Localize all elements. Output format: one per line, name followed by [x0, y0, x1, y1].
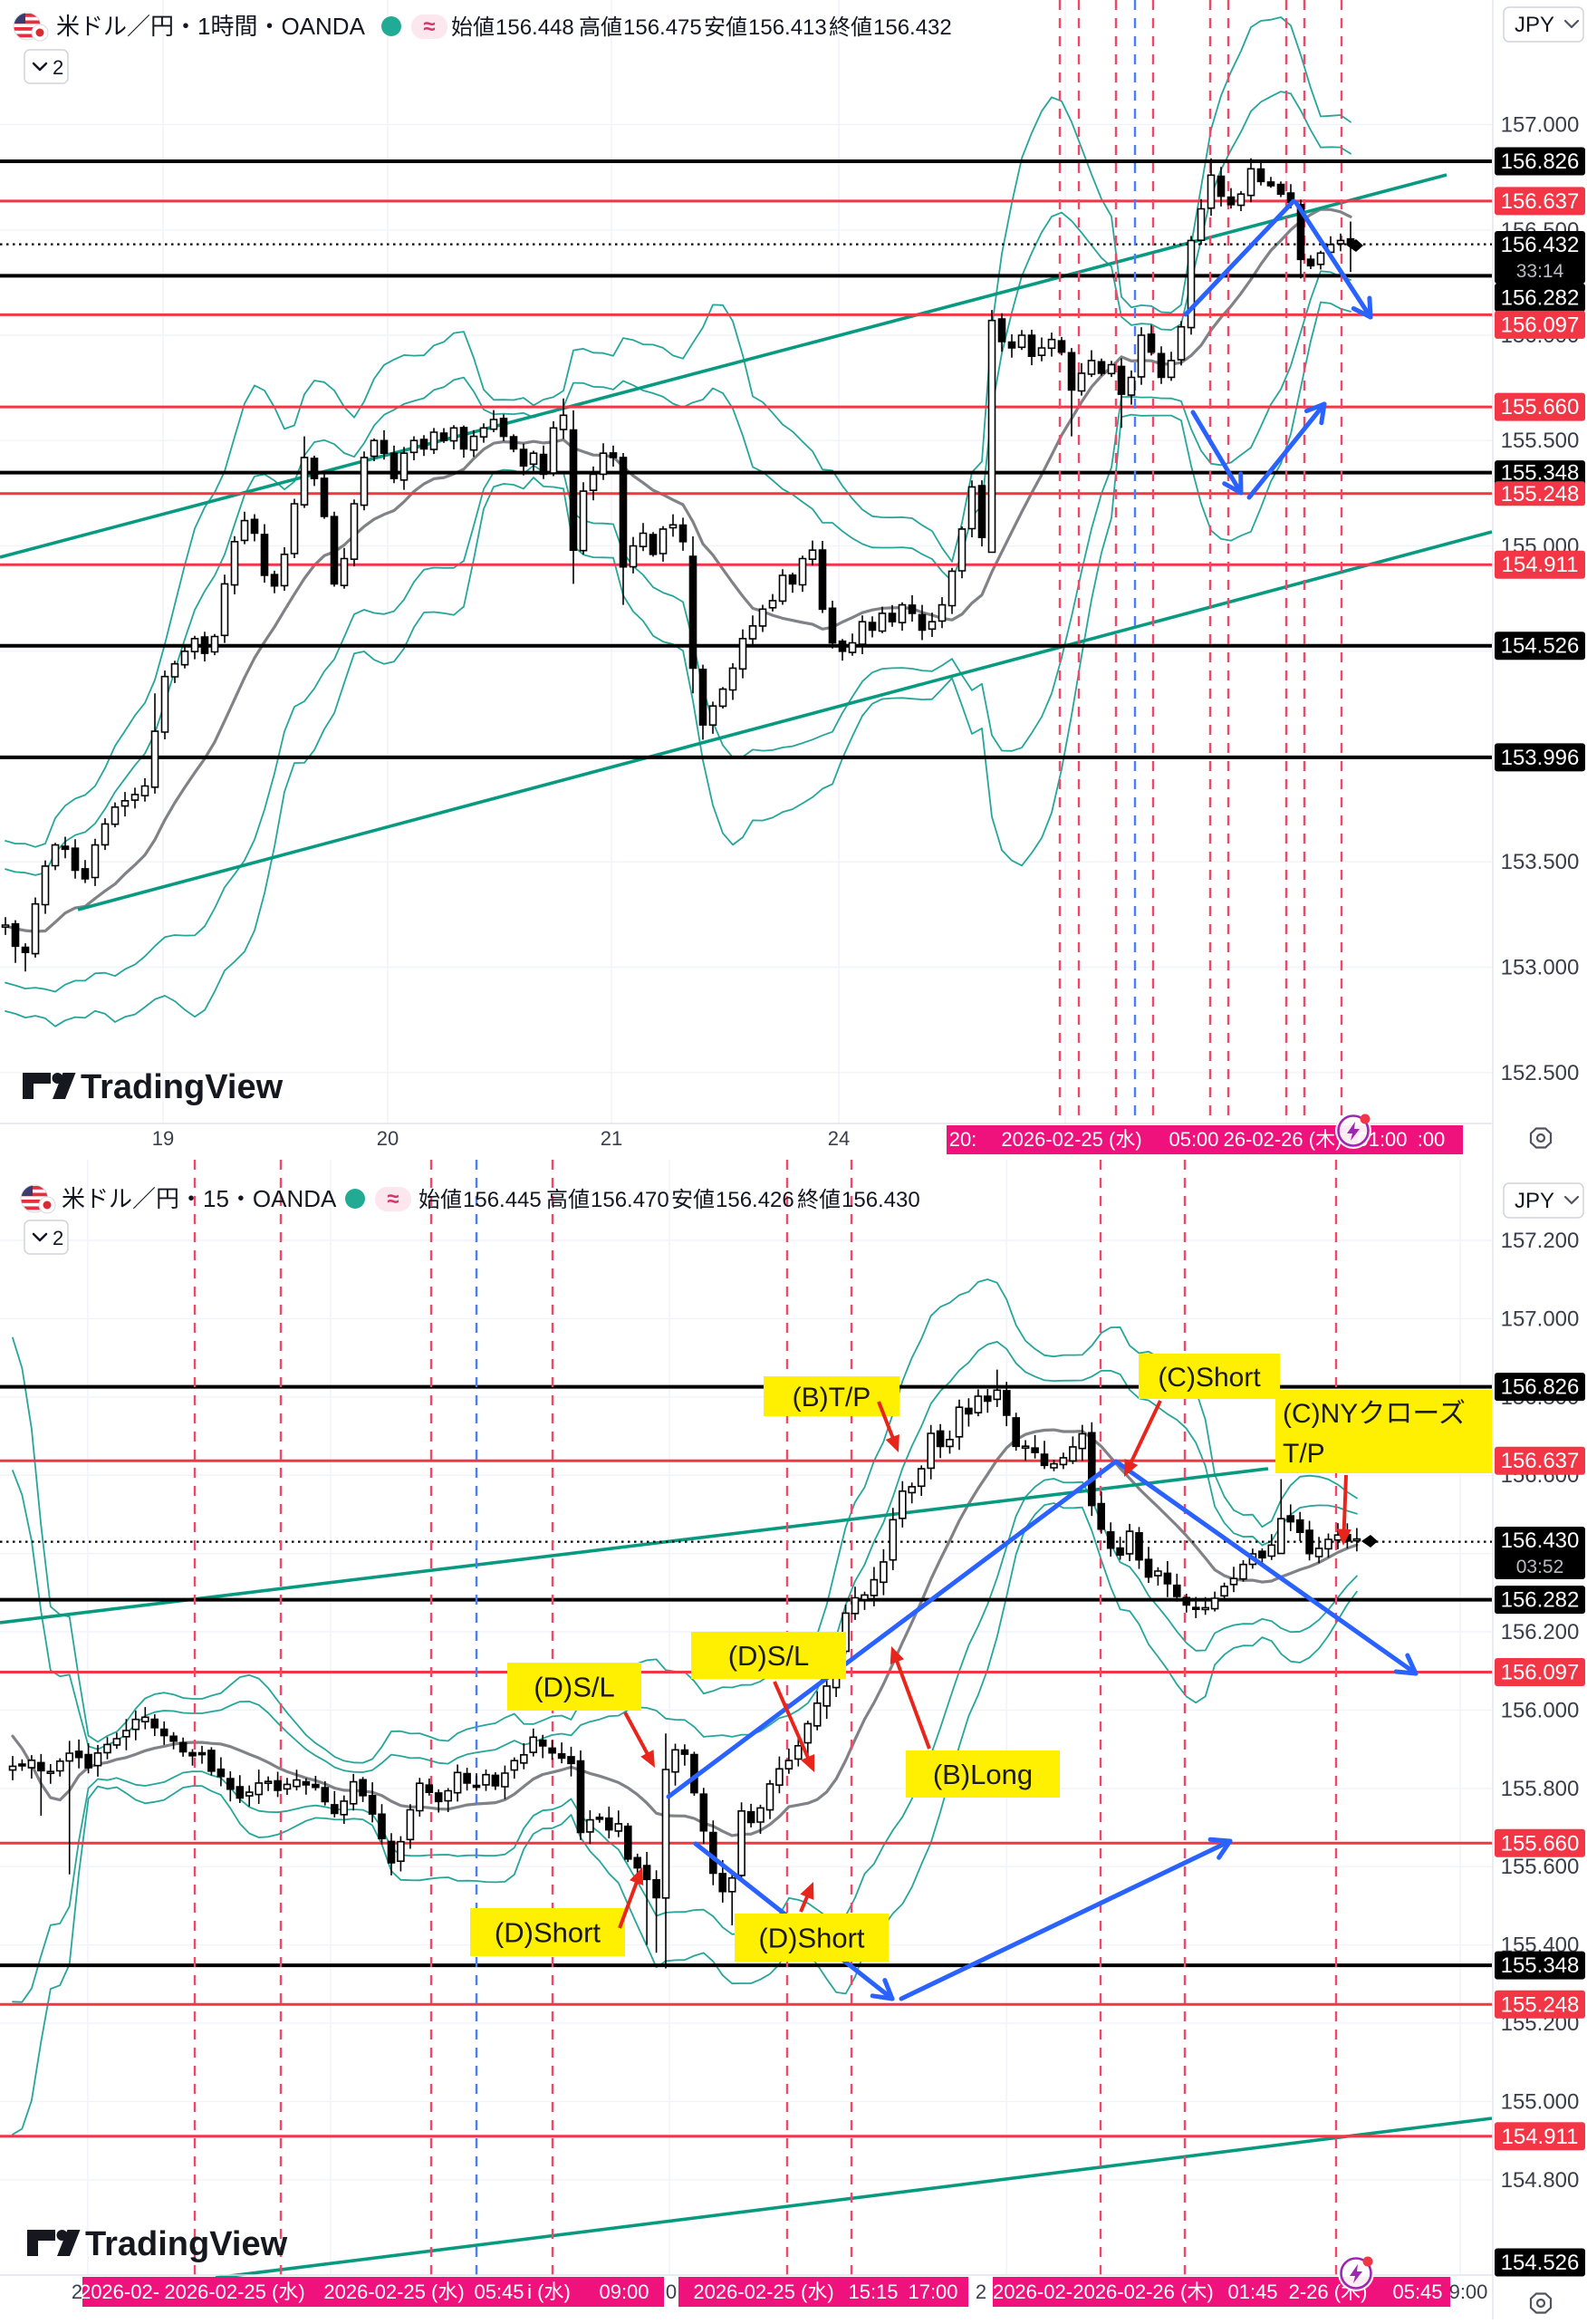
- svg-text:156.426: 156.426: [716, 1188, 794, 1212]
- svg-text:≈: ≈: [387, 1187, 399, 1211]
- svg-text:156.282: 156.282: [1501, 1588, 1580, 1613]
- svg-text:156.637: 156.637: [1501, 189, 1580, 214]
- svg-text:≈: ≈: [423, 14, 435, 39]
- svg-text:05:45: 05:45: [1392, 2281, 1442, 2303]
- svg-text:JPY: JPY: [1515, 13, 1554, 37]
- svg-text:156.637: 156.637: [1501, 1449, 1580, 1473]
- svg-text:2: 2: [976, 2281, 986, 2303]
- svg-text:156.475: 156.475: [623, 15, 702, 40]
- svg-text:156.432: 156.432: [873, 15, 952, 40]
- svg-text:155.248: 155.248: [1501, 1992, 1580, 2017]
- svg-text:152.500: 152.500: [1501, 1061, 1580, 1085]
- svg-text:2026-02-: 2026-02-: [80, 2281, 159, 2303]
- svg-text:(D)S/L: (D)S/L: [534, 1672, 615, 1703]
- svg-text:156.413: 156.413: [748, 15, 827, 40]
- svg-text:156.282: 156.282: [1501, 285, 1580, 310]
- svg-text::00: :00: [1418, 1128, 1446, 1151]
- svg-text:09:00: 09:00: [599, 2281, 649, 2303]
- svg-text:始値: 始値: [418, 1188, 462, 1212]
- svg-text:154.526: 154.526: [1501, 2251, 1580, 2275]
- svg-text:156.432: 156.432: [1501, 233, 1580, 257]
- svg-text:156.430: 156.430: [842, 1188, 920, 1212]
- svg-text:(D)S/L: (D)S/L: [728, 1640, 810, 1672]
- svg-text:01:45: 01:45: [1227, 2281, 1277, 2303]
- svg-text:TradingView: TradingView: [85, 2225, 288, 2263]
- svg-text:156.000: 156.000: [1501, 1698, 1580, 1722]
- svg-text:155.600: 155.600: [1501, 1855, 1580, 1879]
- svg-text:2026-02-: 2026-02-: [993, 2281, 1072, 2303]
- svg-text:JPY: JPY: [1515, 1189, 1554, 1213]
- svg-text:終値: 終値: [829, 15, 872, 40]
- svg-text:156.470: 156.470: [591, 1188, 669, 1212]
- svg-text:154.911: 154.911: [1502, 2125, 1579, 2149]
- svg-text:高値: 高値: [546, 1188, 590, 1212]
- svg-text:安値: 安値: [671, 1188, 715, 1212]
- svg-text:2026-02-25 (水): 2026-02-25 (水): [323, 2281, 464, 2303]
- svg-text:米ドル／円・15・OANDA: 米ドル／円・15・OANDA: [62, 1185, 337, 1212]
- svg-text:2026-02-25 (水): 2026-02-25 (水): [164, 2281, 304, 2303]
- svg-text:153.996: 153.996: [1501, 746, 1580, 770]
- svg-text:155.000: 155.000: [1501, 2089, 1580, 2114]
- svg-text:155.660: 155.660: [1501, 1831, 1580, 1856]
- svg-text:155.500: 155.500: [1501, 429, 1580, 453]
- svg-text:24: 24: [828, 1127, 850, 1150]
- svg-text:安値: 安値: [704, 15, 747, 40]
- svg-text:26-02-26 (木): 26-02-26 (木): [1224, 1128, 1342, 1151]
- svg-text:33:14: 33:14: [1516, 261, 1564, 282]
- svg-text:(D)Short: (D)Short: [495, 1917, 601, 1949]
- svg-text:i (水): i (水): [527, 2281, 571, 2303]
- svg-text:156.445: 156.445: [463, 1188, 542, 1212]
- svg-text:17:00: 17:00: [908, 2281, 957, 2303]
- svg-text:156.448: 156.448: [495, 15, 574, 40]
- svg-text:156.430: 156.430: [1501, 1528, 1580, 1553]
- svg-text:155.660: 155.660: [1501, 395, 1580, 419]
- svg-text:155.800: 155.800: [1501, 1777, 1580, 1801]
- svg-text:T/P: T/P: [1283, 1439, 1325, 1469]
- svg-text:05:00: 05:00: [1169, 1128, 1218, 1151]
- svg-text:(B)T/P: (B)T/P: [793, 1383, 871, 1413]
- svg-text:終値: 終値: [797, 1188, 841, 1212]
- svg-text:2026-02-25 (水): 2026-02-25 (水): [1001, 1128, 1141, 1151]
- svg-text:21: 21: [601, 1127, 622, 1150]
- svg-text:2: 2: [53, 56, 63, 79]
- svg-text:0: 0: [666, 2281, 677, 2303]
- svg-text:154.526: 154.526: [1501, 634, 1580, 659]
- svg-text:156.097: 156.097: [1501, 313, 1580, 337]
- svg-text:154.911: 154.911: [1502, 553, 1579, 577]
- svg-text:05:45: 05:45: [474, 2281, 524, 2303]
- svg-text:2026-02-26 (木): 2026-02-26 (木): [1072, 2281, 1213, 2303]
- svg-text:03:52: 03:52: [1516, 1557, 1564, 1577]
- svg-text:153.500: 153.500: [1501, 850, 1580, 874]
- svg-text:156.826: 156.826: [1501, 149, 1580, 174]
- svg-text:2: 2: [72, 2281, 82, 2303]
- svg-text:米ドル／円・1時間・OANDA: 米ドル／円・1時間・OANDA: [56, 13, 366, 40]
- svg-text:153.000: 153.000: [1501, 956, 1580, 980]
- svg-text:(B)Long: (B)Long: [933, 1759, 1033, 1790]
- svg-text:157.200: 157.200: [1501, 1229, 1580, 1253]
- svg-text:TradingView: TradingView: [81, 1068, 284, 1106]
- svg-text:19: 19: [152, 1127, 174, 1150]
- svg-text:15:15: 15:15: [848, 2281, 898, 2303]
- svg-text:(C)Short: (C)Short: [1158, 1363, 1261, 1393]
- svg-text:156.200: 156.200: [1501, 1620, 1580, 1644]
- svg-text:(C)NYクローズ: (C)NYクローズ: [1283, 1399, 1466, 1429]
- svg-text:20:: 20:: [949, 1128, 977, 1151]
- svg-text:(D)Short: (D)Short: [758, 1923, 865, 1954]
- svg-text:高値: 高値: [579, 15, 622, 40]
- svg-text:155.348: 155.348: [1501, 1953, 1580, 1978]
- svg-text:155.248: 155.248: [1501, 482, 1580, 506]
- svg-text:20: 20: [377, 1127, 399, 1150]
- svg-text:2026-02-25 (水): 2026-02-25 (水): [693, 2281, 833, 2303]
- svg-text:157.000: 157.000: [1501, 113, 1580, 138]
- svg-text:157.000: 157.000: [1501, 1307, 1580, 1331]
- svg-text:始値: 始値: [451, 15, 495, 40]
- svg-text:156.826: 156.826: [1501, 1375, 1580, 1400]
- svg-text:154.800: 154.800: [1501, 2168, 1580, 2193]
- svg-text:2: 2: [53, 1227, 63, 1249]
- svg-text:9:00: 9:00: [1449, 2281, 1488, 2303]
- svg-text:156.097: 156.097: [1501, 1661, 1580, 1685]
